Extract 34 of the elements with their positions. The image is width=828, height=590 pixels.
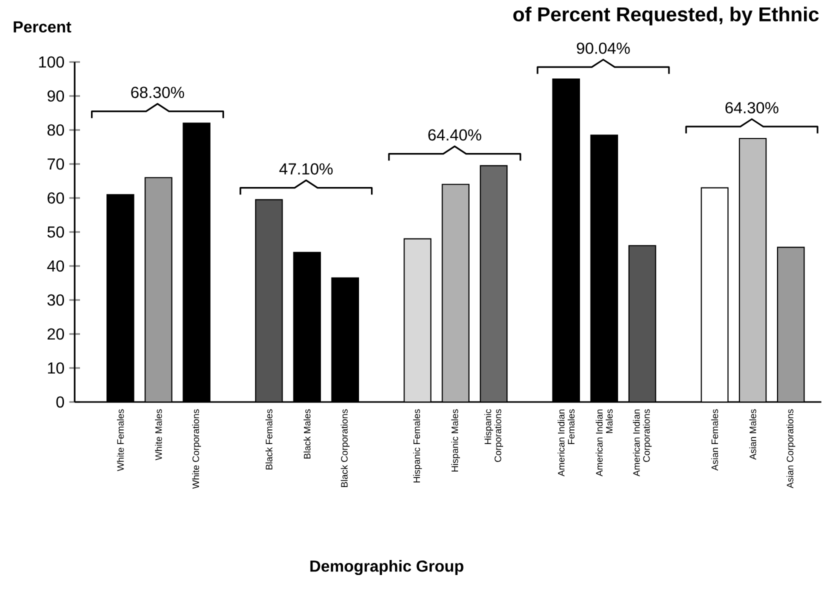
x-tick-label: Hispanic Males — [451, 409, 460, 472]
text: 90.04% — [576, 42, 630, 54]
y-tick-label: 20 — [48, 328, 64, 340]
x-tick-label: White Corporations — [192, 409, 201, 489]
x-tick-label: Black Males — [304, 409, 310, 458]
y-tick-label: 100 — [39, 56, 64, 68]
y-tick-label: 10 — [48, 362, 64, 374]
x-tick-label: Black Females — [266, 409, 272, 470]
annotation: 64.30% — [725, 102, 778, 114]
x-axis-title: Demographic Group — [310, 560, 464, 576]
x-tick-label: American Indian Females — [558, 409, 575, 476]
y-tick-label: 90 — [48, 90, 64, 102]
x-tick-label: Hispanic Corporations — [484, 409, 504, 462]
y-tick-label: 50 — [47, 226, 64, 238]
x-tick-label: Asian Males — [749, 409, 756, 460]
y-tick-label: 30 — [47, 294, 64, 306]
y-tick-label: 70 — [48, 158, 64, 170]
x-tick-label: American Indian Corporations — [632, 409, 652, 476]
x-tick-label: White Males — [155, 409, 162, 460]
x-tick-label: Asian Corporations — [786, 409, 796, 488]
y-tick-label: 0 — [56, 396, 64, 408]
y-tick-label: 40 — [47, 260, 64, 272]
y-tick-label: 60 — [48, 192, 64, 204]
annotation: 64.40% — [428, 129, 482, 141]
x-tick-label: White Females — [116, 409, 124, 472]
y-axis-title: Percent — [14, 21, 72, 33]
chart-title: of Percent Requested, by Ethnic — [513, 6, 819, 26]
x-tick-label: American Indian Males — [596, 409, 613, 476]
x-tick-label: Asian Females — [711, 409, 718, 471]
x-tick-label: Black Corporations — [340, 409, 350, 488]
annotation: 68.30% — [131, 86, 184, 98]
x-tick-label: Hispanic Females — [413, 409, 422, 482]
annotation: 47.10% — [279, 163, 333, 175]
y-tick-label: 80 — [48, 124, 64, 136]
